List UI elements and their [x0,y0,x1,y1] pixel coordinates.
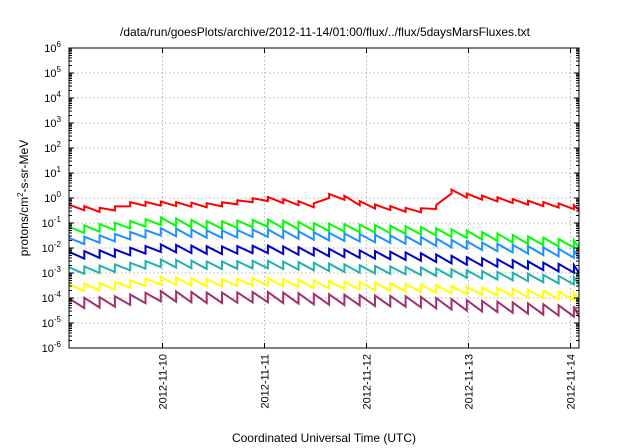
y-tick-label: 104 [44,90,61,105]
y-tick-label: 101 [44,165,61,180]
y-axis-label-sup: 2 [16,192,25,197]
y-tick-label: 10-4 [42,290,62,305]
y-axis-label-rest: -s-sr-MeV [17,140,31,193]
y-tick-label: 102 [44,140,61,155]
chart-title: /data/run/goesPlots/archive/2012-11-14/0… [120,25,531,39]
y-tick-label: 10-1 [42,215,62,230]
y-tick-label: 10-5 [42,315,62,330]
series-line [68,289,580,319]
y-tick-labels: 106 105 104 103 102 101 100 10-1 10-2 10-3 10-4 10-… [42,40,579,355]
y-tick-label: 10-6 [42,340,62,355]
series-line [68,257,580,287]
y-tick-label: 106 [44,40,61,55]
x-tick-label: 2012-11-13 [464,354,476,409]
y-axis-label: protons/cm2-s-sr-MeV [16,140,31,256]
y-tick-label: 103 [44,115,61,130]
y-axis-label-base: protons/cm [17,197,31,256]
y-tick-label: 100 [44,190,61,205]
series-line [68,187,580,214]
x-tick-label: 2012-11-10 [158,354,170,409]
x-tick-labels: 2012-11-10 2012-11-11 2012-11-12 2012-11-13… [158,48,578,409]
y-tick-label: 105 [44,65,61,80]
series-line [68,242,580,275]
series-line [68,226,580,260]
series-line [68,215,580,250]
series-line [68,275,580,302]
y-tick-label: 10-2 [42,240,62,255]
x-tick-label: 2012-11-14 [566,354,578,409]
series-group [68,187,580,319]
x-tick-label: 2012-11-12 [362,354,374,409]
x-axis-label: Coordinated Universal Time (UTC) [232,431,416,445]
y-tick-label: 10-3 [42,265,62,280]
x-tick-label: 2012-11-11 [260,354,272,409]
